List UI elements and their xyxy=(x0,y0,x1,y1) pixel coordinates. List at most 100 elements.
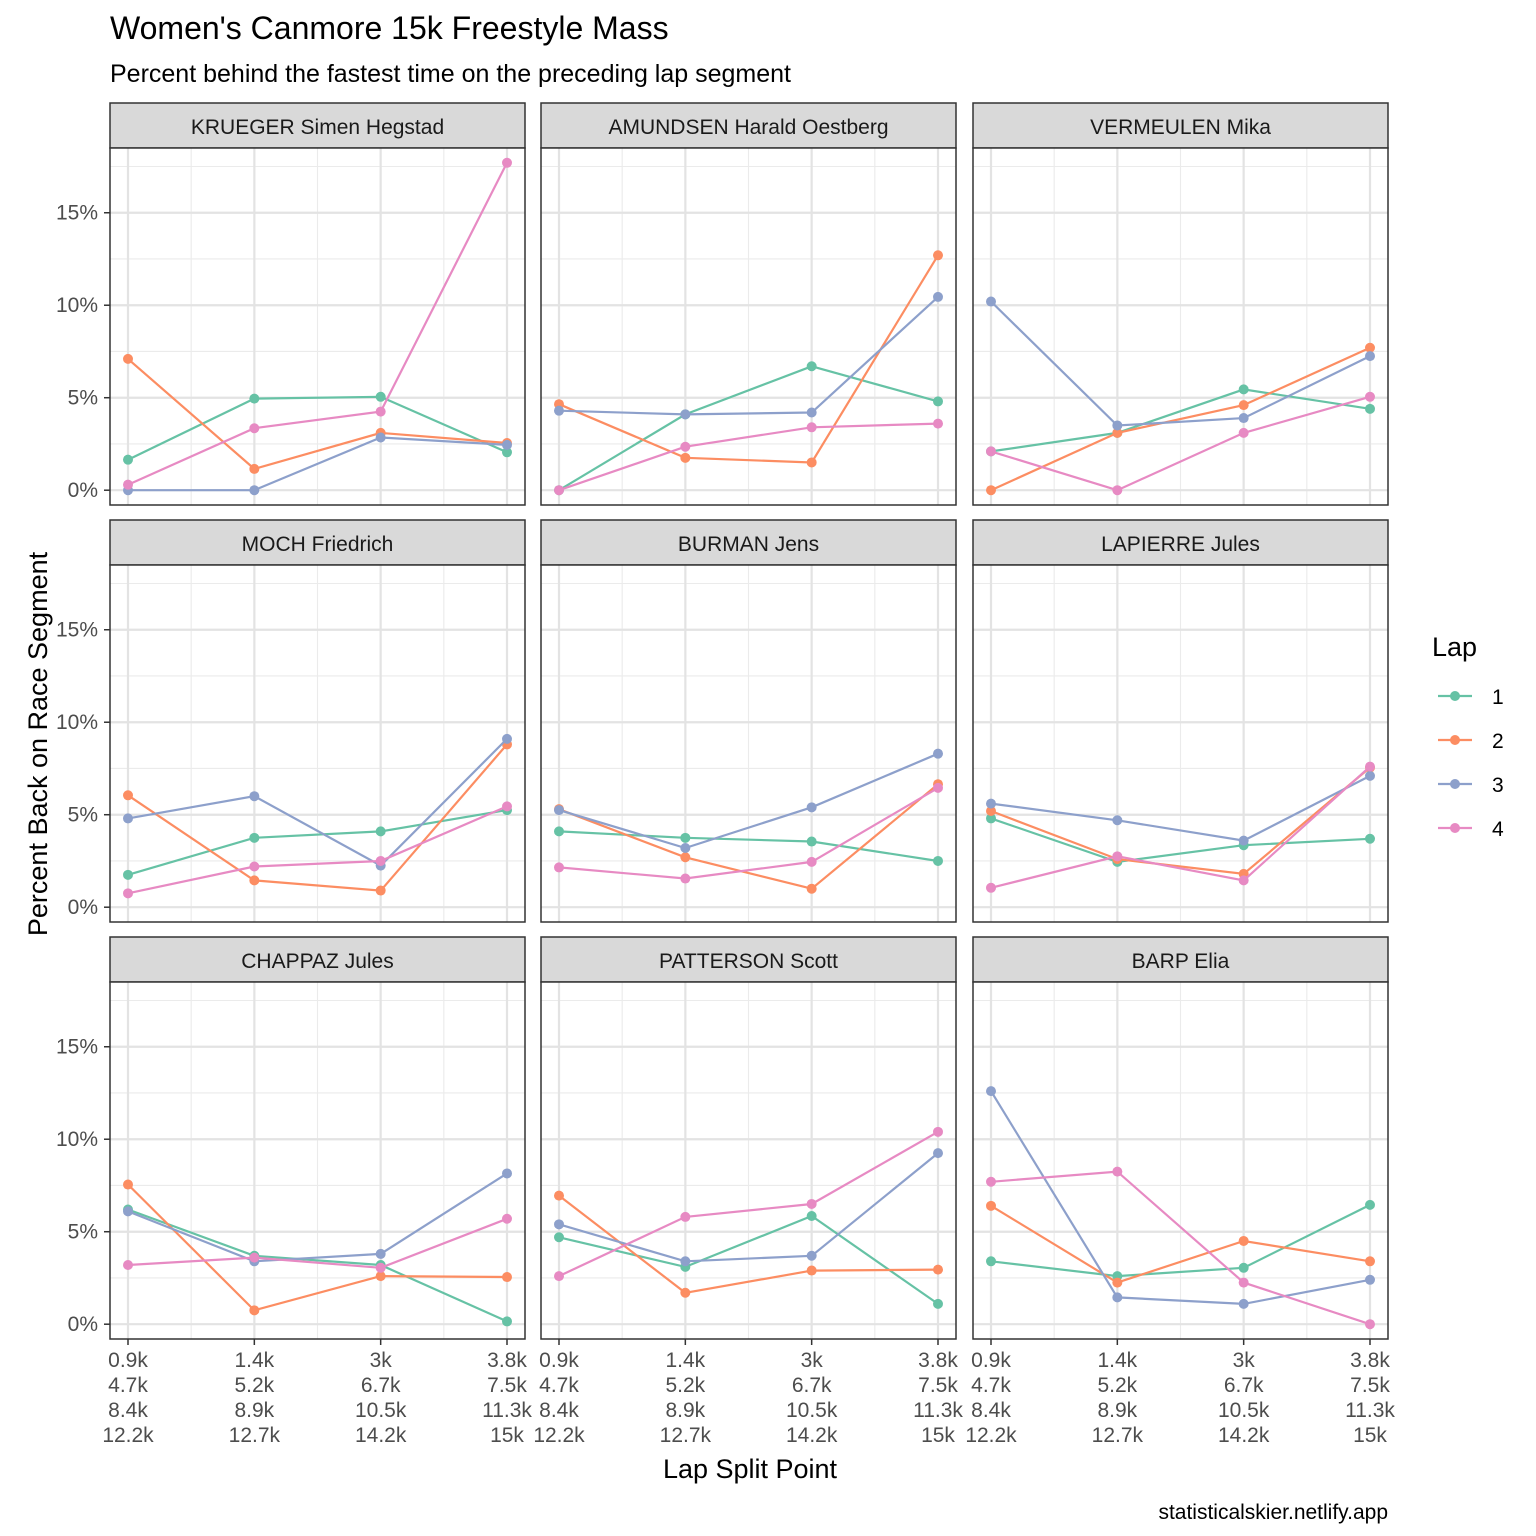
data-point-lap-1 xyxy=(806,361,817,372)
chart-subtitle: Percent behind the fastest time on the p… xyxy=(110,60,791,88)
series-line-lap-2 xyxy=(127,743,508,892)
facet-panel: MOCH Friedrich xyxy=(109,519,526,923)
data-point-lap-2 xyxy=(806,883,817,894)
chart-caption: statisticalskier.netlify.app xyxy=(1158,1501,1388,1524)
data-point-lap-4 xyxy=(1238,427,1249,438)
y-tick-label: 0% xyxy=(68,1313,98,1336)
x-tick-label-line: 6.7k xyxy=(361,1374,401,1397)
series-line-lap-1 xyxy=(127,395,508,461)
data-point-lap-3 xyxy=(1238,835,1249,846)
data-point-lap-3 xyxy=(123,1206,133,1217)
legend-label: 3 xyxy=(1492,774,1504,797)
x-tick-label-line: 6.7k xyxy=(792,1374,832,1397)
panel-border xyxy=(972,564,1389,923)
y-tick-label: 10% xyxy=(56,294,98,317)
series-line-lap-3 xyxy=(127,1172,508,1263)
y-tick-label: 15% xyxy=(56,1036,98,1059)
series-line-lap-2 xyxy=(990,1204,1371,1284)
facet-panel: CHAPPAZ Jules xyxy=(109,936,526,1340)
data-point-lap-4 xyxy=(1365,761,1375,772)
data-point-lap-3 xyxy=(123,813,133,824)
data-point-lap-2 xyxy=(1112,1277,1123,1288)
x-tick-label: 3k 6.7k 10.5k 14.2k xyxy=(355,1349,407,1447)
x-tick-label-line: 0.9k xyxy=(108,1349,148,1372)
x-tick-label-line: 4.7k xyxy=(108,1374,148,1397)
series-line-lap-2 xyxy=(990,766,1371,876)
facet-strip-label: LAPIERRE Jules xyxy=(1101,533,1260,556)
x-tick-label-line: 8.4k xyxy=(539,1399,579,1422)
panel-border xyxy=(972,981,1389,1340)
y-tick-label: 0% xyxy=(68,479,98,502)
data-point-lap-3 xyxy=(986,1086,996,1097)
data-point-lap-3 xyxy=(502,733,512,744)
data-point-lap-1 xyxy=(123,454,133,465)
legend-key-point xyxy=(1450,691,1460,701)
data-point-lap-1 xyxy=(986,813,996,824)
panel-border xyxy=(540,981,957,1340)
data-point-lap-4 xyxy=(1112,485,1123,496)
data-point-lap-4 xyxy=(806,856,817,867)
data-point-lap-4 xyxy=(986,1176,996,1187)
x-tick-label-line: 7.5k xyxy=(918,1374,958,1397)
panel-border xyxy=(540,564,957,923)
x-tick-label-line: 14.2k xyxy=(786,1424,838,1447)
x-tick-label-line: 5.2k xyxy=(1097,1374,1137,1397)
x-tick-label-line: 12.2k xyxy=(102,1424,154,1447)
series-line-lap-4 xyxy=(558,1130,939,1278)
data-point-lap-4 xyxy=(249,423,260,434)
x-tick-label-line: 8.9k xyxy=(665,1399,705,1422)
data-point-lap-3 xyxy=(1112,1292,1123,1303)
facet-panel: KRUEGER Simen Hegstad xyxy=(109,102,526,506)
y-tick-label: 10% xyxy=(56,1128,98,1151)
facet-panel: AMUNDSEN Harald Oestberg xyxy=(540,102,957,506)
data-point-lap-4 xyxy=(806,1198,817,1209)
series-line-lap-3 xyxy=(127,738,508,867)
data-point-lap-2 xyxy=(123,790,133,801)
data-point-lap-3 xyxy=(986,296,996,307)
data-point-lap-3 xyxy=(249,485,260,496)
data-point-lap-1 xyxy=(123,869,133,880)
data-point-lap-3 xyxy=(1365,770,1375,781)
data-point-lap-4 xyxy=(1112,1166,1123,1177)
data-point-lap-4 xyxy=(123,888,133,899)
x-tick-label-line: 12.7k xyxy=(660,1424,712,1447)
x-tick-label-line: 3.8k xyxy=(487,1349,527,1372)
data-point-lap-2 xyxy=(375,1271,386,1282)
x-tick-label-line: 12.7k xyxy=(229,1424,281,1447)
series-line-lap-2 xyxy=(558,783,939,890)
data-point-lap-4 xyxy=(933,782,943,793)
x-tick-label: 0.9k 4.7k 8.4k 12.2k xyxy=(533,1349,585,1447)
x-tick-label-line: 14.2k xyxy=(1218,1424,1270,1447)
x-tick-label-line: 8.9k xyxy=(234,1399,274,1422)
data-point-lap-2 xyxy=(986,806,996,817)
data-point-lap-3 xyxy=(680,1256,691,1267)
x-axis-title: Lap Split Point xyxy=(663,1454,838,1484)
x-tick-label-line: 8.4k xyxy=(971,1399,1011,1422)
data-point-lap-3 xyxy=(806,407,817,418)
data-point-lap-2 xyxy=(502,1272,512,1283)
series-line-lap-3 xyxy=(990,1090,1371,1306)
x-tick-label-line: 3.8k xyxy=(918,1349,958,1372)
data-point-lap-2 xyxy=(1365,1256,1375,1267)
facet-strip-label: MOCH Friedrich xyxy=(242,533,394,556)
data-point-lap-2 xyxy=(986,485,996,496)
data-point-lap-3 xyxy=(680,843,691,854)
facet-strip-label: AMUNDSEN Harald Oestberg xyxy=(608,116,888,139)
series-line-lap-3 xyxy=(558,1152,939,1263)
data-point-lap-2 xyxy=(249,463,260,474)
data-point-lap-1 xyxy=(806,836,817,847)
x-tick-label: 3k 6.7k 10.5k 14.2k xyxy=(1218,1349,1270,1447)
data-point-lap-4 xyxy=(554,485,564,496)
data-point-lap-1 xyxy=(1365,1199,1375,1210)
x-tick-label: 0.9k 4.7k 8.4k 12.2k xyxy=(965,1349,1017,1447)
data-point-lap-3 xyxy=(806,1250,817,1261)
x-tick-label-line: 3.8k xyxy=(1350,1349,1390,1372)
x-tick-label-line: 3k xyxy=(370,1349,393,1372)
x-tick-label: 0.9k 4.7k 8.4k 12.2k xyxy=(102,1349,154,1447)
y-tick-label: 0% xyxy=(68,896,98,919)
series-line-lap-4 xyxy=(127,162,508,486)
data-point-lap-3 xyxy=(806,802,817,813)
y-axis-title: Percent Back on Race Segment xyxy=(23,551,53,936)
data-point-lap-3 xyxy=(502,1168,512,1179)
facet-panel: BARP Elia xyxy=(972,936,1389,1340)
